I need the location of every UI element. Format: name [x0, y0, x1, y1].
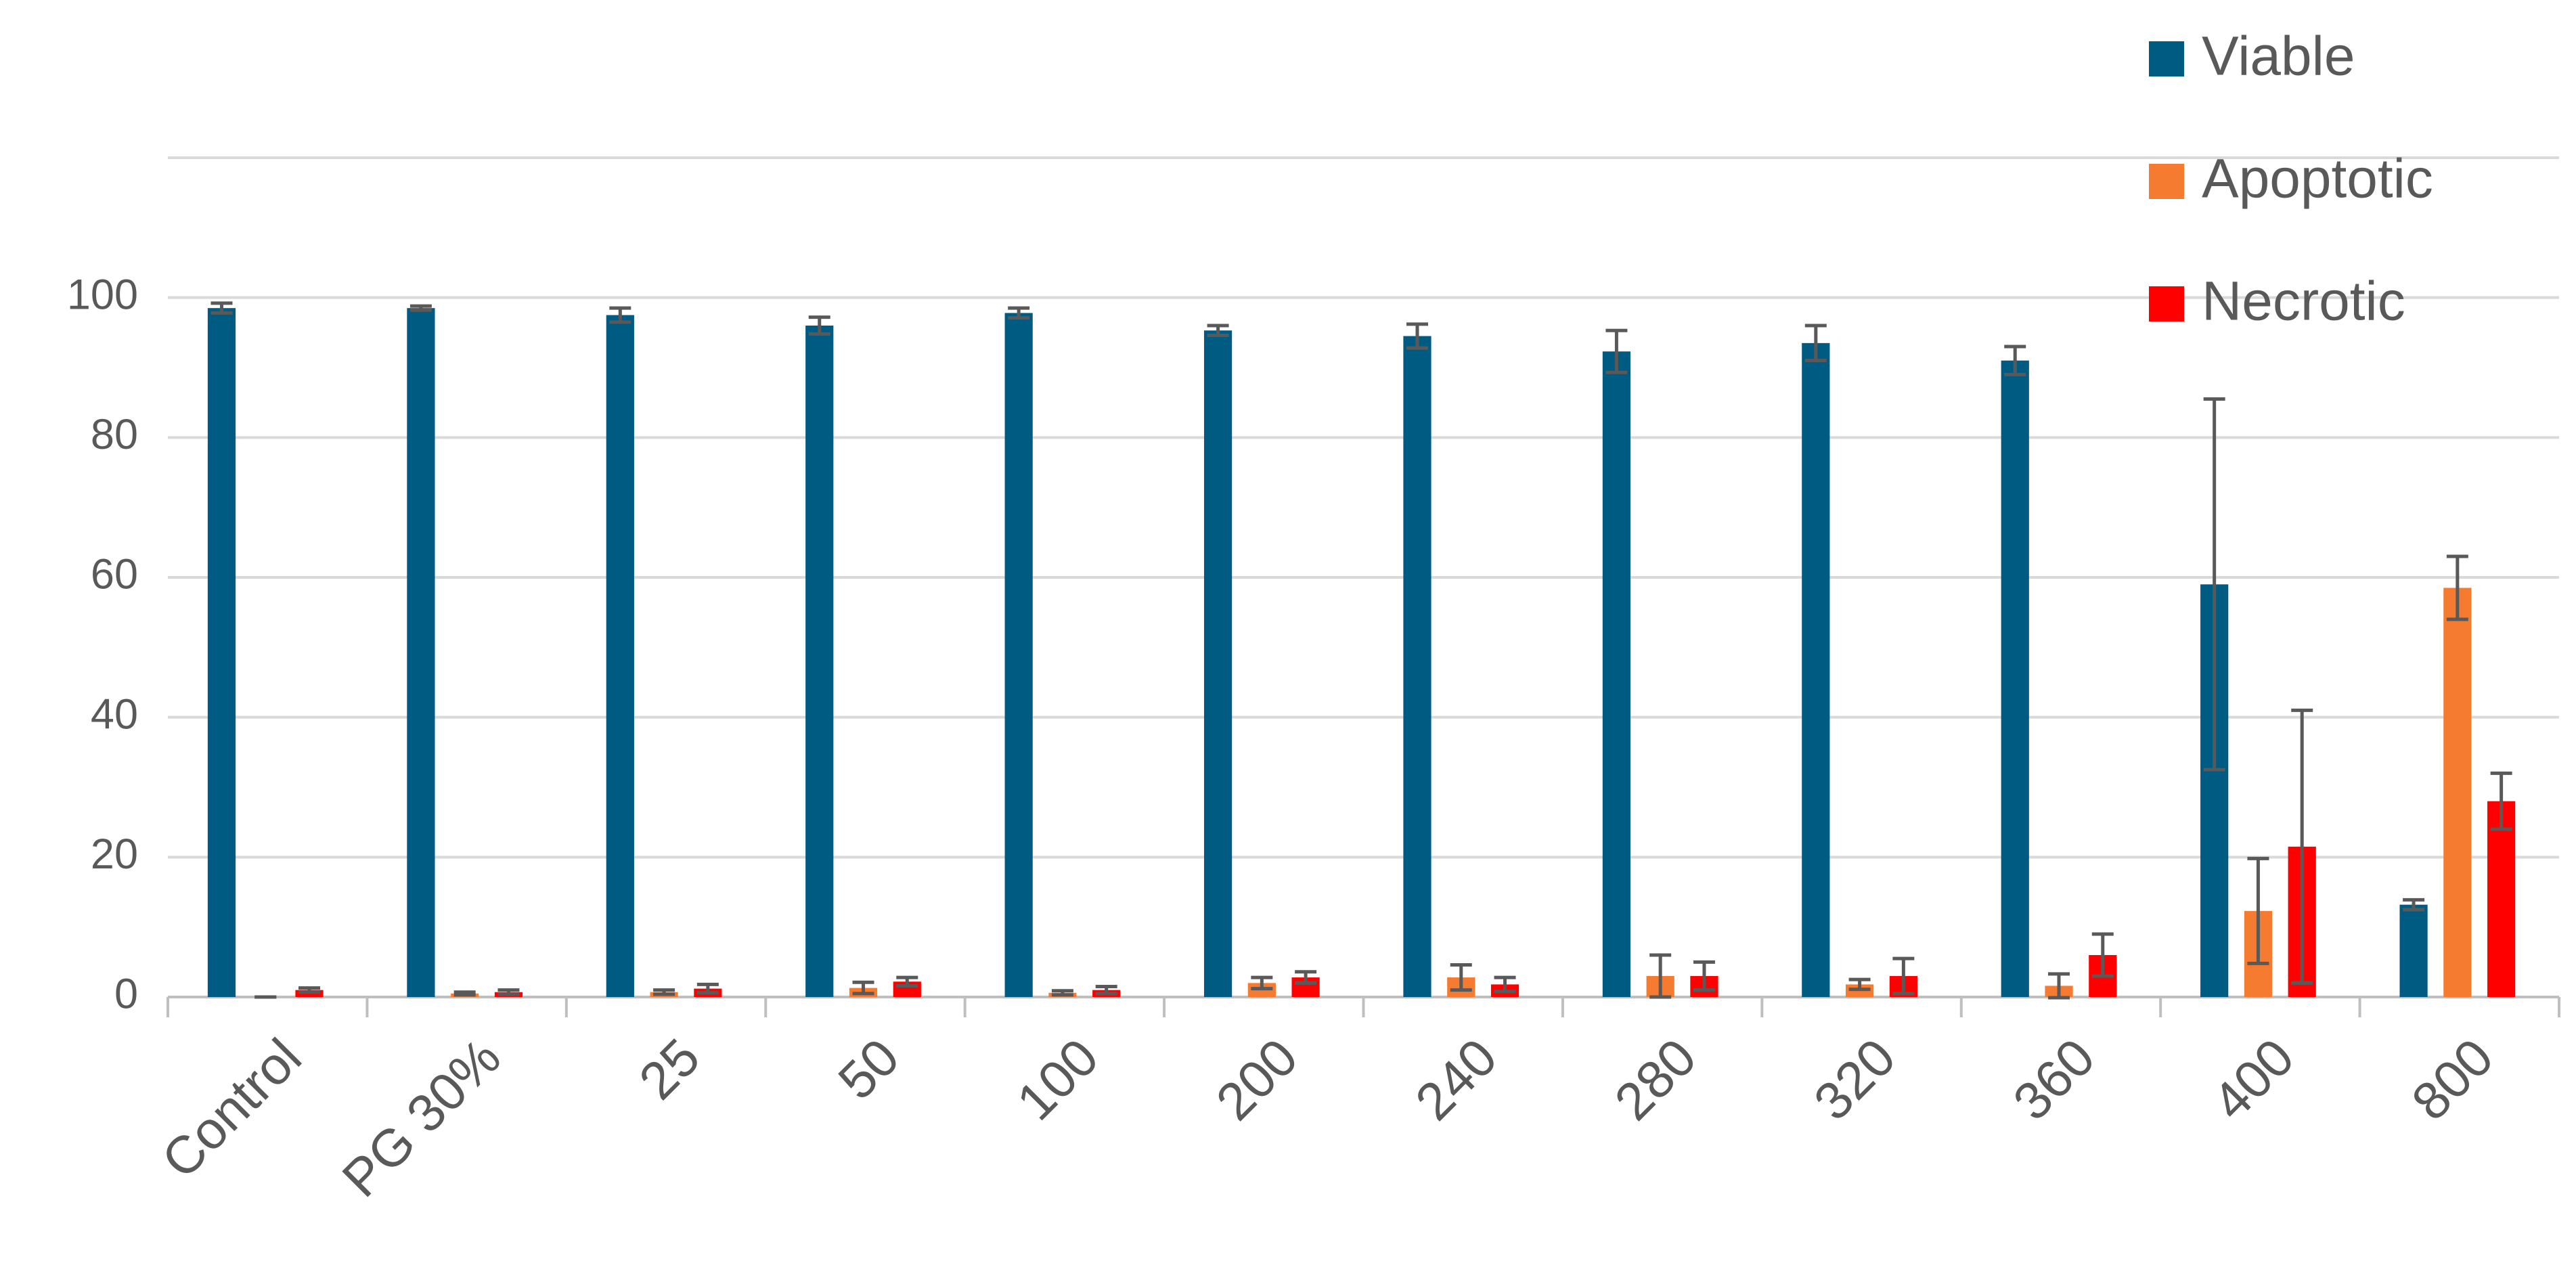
error-bar: [2203, 397, 2225, 772]
legend-label: Necrotic: [2202, 271, 2405, 332]
x-tick-label: 280: [1603, 1027, 1707, 1131]
x-tick-label: 240: [1404, 1027, 1508, 1131]
error-bar: [1804, 324, 1827, 363]
error-bar: [1605, 328, 1628, 374]
error-bar: [2247, 856, 2269, 965]
x-tick-label: PG 30%: [331, 1027, 512, 1208]
error-bar: [2490, 771, 2512, 831]
bar: [2399, 904, 2428, 997]
error-bar: [2446, 554, 2468, 621]
error-bar: [1207, 324, 1229, 337]
bar: [1403, 336, 1431, 997]
bar: [1602, 351, 1631, 997]
bar: [805, 326, 834, 997]
y-tick-label: 80: [91, 411, 138, 458]
y-tick-label: 0: [114, 971, 138, 1018]
error-bar: [1406, 322, 1428, 350]
error-bar: [1494, 975, 1516, 994]
y-tick-label: 60: [91, 551, 138, 598]
error-bar: [808, 315, 830, 336]
error-bar: [2403, 898, 2425, 912]
error-bar: [1649, 953, 1672, 999]
bar: [1004, 313, 1033, 997]
x-tick-label: 400: [2201, 1027, 2305, 1131]
bar: [606, 315, 634, 997]
error-bar: [2048, 972, 2070, 1000]
error-bar: [453, 990, 476, 997]
error-bar: [696, 982, 719, 995]
error-bar: [409, 304, 432, 312]
error-bar: [2091, 932, 2114, 978]
error-bar: [2004, 345, 2026, 376]
x-tick-label: 25: [627, 1027, 711, 1111]
bar: [207, 308, 236, 998]
error-bar: [1251, 975, 1273, 991]
bar: [1802, 342, 1830, 997]
error-bar: [2291, 708, 2313, 985]
legend-swatch: [2149, 164, 2184, 199]
error-bar: [1848, 977, 1871, 992]
bar: [1203, 330, 1233, 997]
x-tick-label: 200: [1205, 1027, 1309, 1131]
error-bar: [609, 306, 631, 324]
x-tick-label: 360: [2001, 1027, 2106, 1131]
error-bar: [1693, 960, 1715, 992]
error-bar: [1450, 963, 1472, 992]
error-bar: [210, 301, 233, 315]
x-tick-label: Control: [150, 1027, 313, 1189]
error-bar: [1095, 985, 1117, 996]
x-tick-label: 100: [1005, 1027, 1109, 1131]
error-bar: [497, 988, 520, 996]
legend-label: Viable: [2202, 26, 2355, 87]
error-bar: [1295, 970, 1317, 985]
error-bar: [1051, 989, 1073, 997]
error-bar: [1892, 956, 1915, 996]
bar: [2487, 801, 2516, 997]
x-tick-label: 320: [1802, 1027, 1907, 1131]
legend-swatch: [2149, 41, 2184, 76]
error-bar: [896, 975, 918, 988]
legend-swatch: [2149, 286, 2184, 322]
bar: [407, 308, 435, 998]
legend-label: Apoptotic: [2202, 148, 2433, 210]
x-tick-label: 50: [826, 1027, 910, 1111]
error-bar: [852, 980, 874, 996]
y-tick-label: 40: [91, 690, 138, 738]
bar: [2001, 360, 2029, 997]
error-bar: [298, 986, 321, 994]
y-tick-label: 100: [67, 271, 138, 318]
x-tick-label: 800: [2400, 1027, 2504, 1131]
error-bar: [1008, 306, 1030, 320]
bar: [2443, 588, 2472, 997]
y-tick-label: 20: [91, 831, 138, 878]
error-bar: [653, 988, 675, 996]
